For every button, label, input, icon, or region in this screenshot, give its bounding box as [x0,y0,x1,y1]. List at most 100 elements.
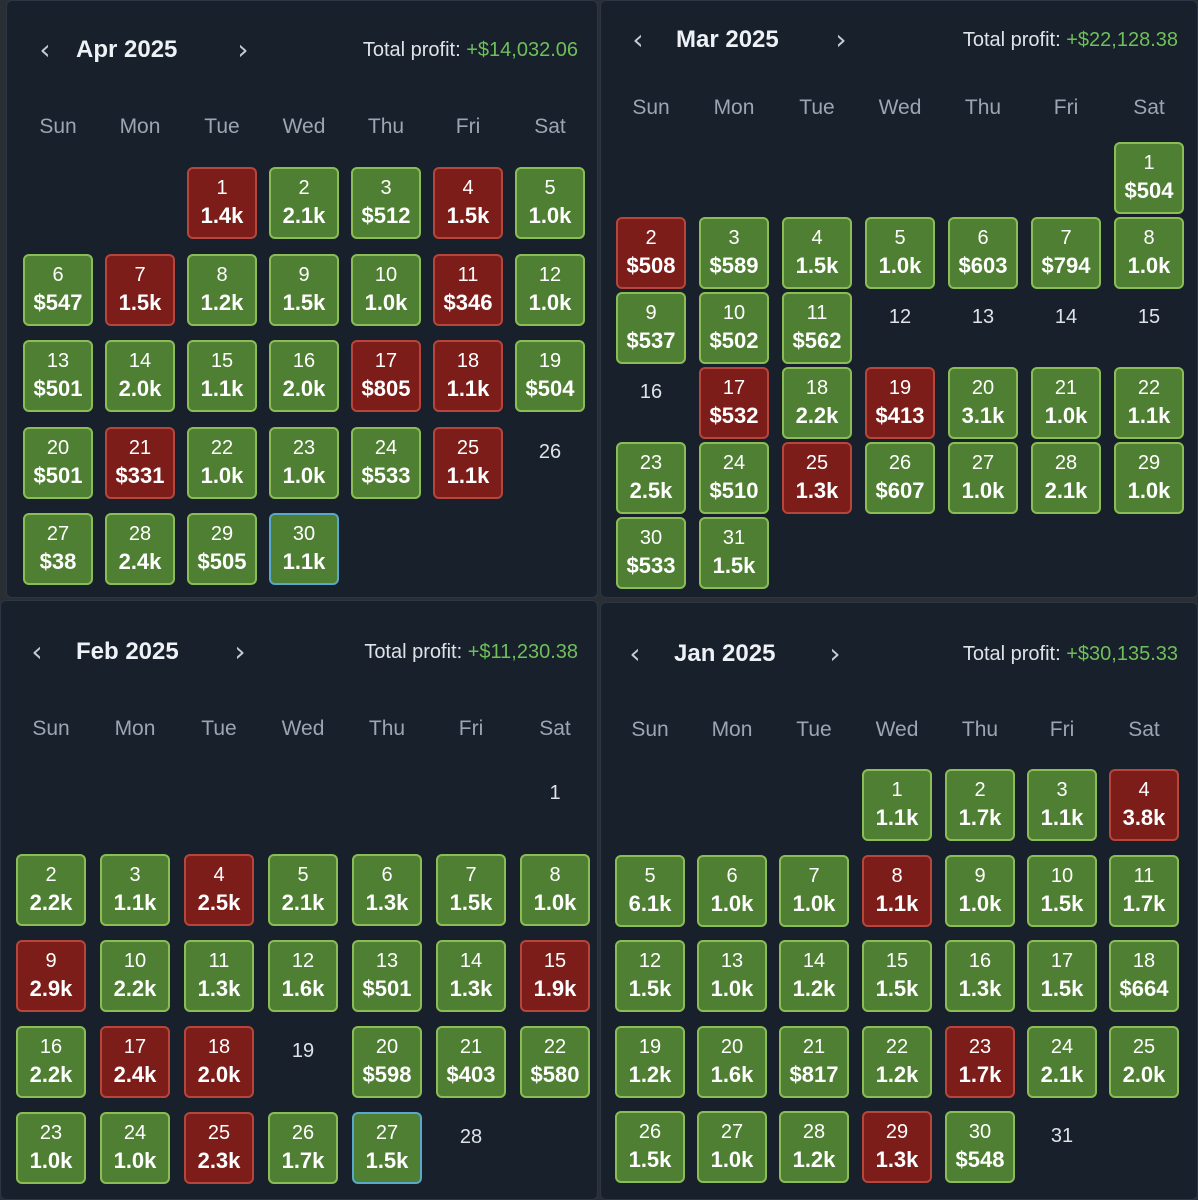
day-cell[interactable]: 6 1.3k [352,854,422,926]
day-cell[interactable]: 28 2.4k [105,513,175,585]
day-cell[interactable]: 15 1.9k [520,940,590,1012]
day-cell[interactable]: 16 1.3k [945,940,1015,1012]
day-cell[interactable]: 21 1.0k [1031,367,1101,439]
day-cell[interactable]: 11 1.7k [1109,854,1179,927]
day-cell[interactable]: 4 1.5k [433,167,503,239]
day-cell[interactable]: 27 1.5k [352,1112,422,1184]
day-cell[interactable]: 3 $589 [699,217,769,289]
day-cell[interactable]: 28 1.2k [779,1111,849,1183]
day-cell[interactable]: 1 $504 [1114,142,1184,214]
next-month-button[interactable]: › [820,634,850,674]
day-cell[interactable]: 6 $547 [23,253,93,326]
day-cell[interactable]: 23 1.7k [945,1025,1015,1098]
day-cell[interactable]: 5 1.0k [865,217,935,289]
day-cell[interactable]: 20 1.6k [697,1025,767,1098]
day-cell[interactable]: 19 $504 [515,340,585,412]
day-cell[interactable]: 22 1.1k [1114,367,1184,439]
day-cell[interactable]: 28 2.1k [1031,442,1101,514]
day-cell[interactable]: 25 1.1k [433,426,503,499]
prev-month-button[interactable]: ‹ [623,20,653,60]
next-month-button[interactable]: › [225,632,255,672]
day-cell[interactable]: 12 1.6k [268,940,338,1012]
day-cell[interactable]: 9 1.5k [269,253,339,326]
day-cell[interactable]: 22 $580 [520,1026,590,1098]
day-cell[interactable]: 30 1.1k [269,513,339,585]
day-cell[interactable]: 7 1.5k [436,854,506,926]
day-cell[interactable]: 3 $512 [351,167,421,239]
day-cell[interactable]: 7 1.0k [779,854,849,927]
prev-month-button[interactable]: ‹ [22,632,52,672]
day-cell[interactable]: 14 1.3k [436,940,506,1012]
day-cell[interactable]: 23 1.0k [269,426,339,499]
day-cell[interactable]: 23 2.5k [616,442,686,514]
day-cell[interactable]: 26 $607 [865,442,935,514]
next-month-button[interactable]: › [228,30,258,70]
day-cell[interactable]: 29 1.0k [1114,442,1184,514]
day-cell[interactable]: 20 $598 [352,1026,422,1098]
day-cell[interactable]: 21 $403 [436,1026,506,1098]
day-cell[interactable]: 15 1.1k [187,340,257,412]
day-cell[interactable]: 12 1.0k [515,253,585,326]
day-cell[interactable]: 1 1.4k [187,167,257,239]
day-cell[interactable]: 5 1.0k [515,167,585,239]
day-cell[interactable]: 16 2.0k [269,340,339,412]
day-cell[interactable]: 3 1.1k [1027,769,1097,841]
next-month-button[interactable]: › [826,20,856,60]
day-cell[interactable]: 9 2.9k [16,940,86,1012]
day-cell[interactable]: 19 $413 [865,367,935,439]
day-cell[interactable]: 5 6.1k [615,854,685,927]
day-cell[interactable]: 29 1.3k [862,1111,932,1183]
day-cell[interactable]: 5 2.1k [268,854,338,926]
day-cell[interactable]: 7 1.5k [105,253,175,326]
day-cell[interactable]: 25 2.0k [1109,1025,1179,1098]
day-cell[interactable]: 24 $533 [351,426,421,499]
day-cell[interactable]: 30 $533 [616,517,686,589]
day-cell[interactable]: 4 2.5k [184,854,254,926]
day-cell[interactable]: 13 $501 [352,940,422,1012]
day-cell[interactable]: 4 3.8k [1109,769,1179,841]
day-cell[interactable]: 9 1.0k [945,854,1015,927]
day-cell[interactable]: 21 $817 [779,1025,849,1098]
day-cell[interactable]: 4 1.5k [782,217,852,289]
day-cell[interactable]: 6 1.0k [697,854,767,927]
day-cell[interactable]: 3 1.1k [100,854,170,926]
day-cell[interactable]: 30 $548 [945,1111,1015,1183]
day-cell[interactable]: 10 $502 [699,292,769,364]
day-cell[interactable]: 2 2.2k [16,854,86,926]
day-cell[interactable]: 17 2.4k [100,1026,170,1098]
day-cell[interactable]: 14 2.0k [105,340,175,412]
day-cell[interactable]: 11 $562 [782,292,852,364]
day-cell[interactable]: 14 1.2k [779,940,849,1012]
day-cell[interactable]: 8 1.0k [520,854,590,926]
day-cell[interactable]: 12 1.5k [615,940,685,1012]
day-cell[interactable]: 24 2.1k [1027,1025,1097,1098]
day-cell[interactable]: 19 1.2k [615,1025,685,1098]
day-cell[interactable]: 25 1.3k [782,442,852,514]
day-cell[interactable]: 29 $505 [187,513,257,585]
day-cell[interactable]: 24 1.0k [100,1112,170,1184]
day-cell[interactable]: 17 $805 [351,340,421,412]
day-cell[interactable]: 10 2.2k [100,940,170,1012]
day-cell[interactable]: 27 1.0k [948,442,1018,514]
day-cell[interactable]: 16 2.2k [16,1026,86,1098]
day-cell[interactable]: 18 2.2k [782,367,852,439]
day-cell[interactable]: 7 $794 [1031,217,1101,289]
day-cell[interactable]: 10 1.0k [351,253,421,326]
day-cell[interactable]: 27 1.0k [697,1111,767,1183]
day-cell[interactable]: 17 1.5k [1027,940,1097,1012]
day-cell[interactable]: 13 $501 [23,340,93,412]
day-cell[interactable]: 23 1.0k [16,1112,86,1184]
day-cell[interactable]: 18 2.0k [184,1026,254,1098]
day-cell[interactable]: 17 $532 [699,367,769,439]
day-cell[interactable]: 24 $510 [699,442,769,514]
prev-month-button[interactable]: ‹ [620,634,650,674]
day-cell[interactable]: 27 $38 [23,513,93,585]
day-cell[interactable]: 21 $331 [105,426,175,499]
day-cell[interactable]: 18 $664 [1109,940,1179,1012]
day-cell[interactable]: 22 1.0k [187,426,257,499]
day-cell[interactable]: 9 $537 [616,292,686,364]
day-cell[interactable]: 1 1.1k [862,769,932,841]
day-cell[interactable]: 15 1.5k [862,940,932,1012]
day-cell[interactable]: 6 $603 [948,217,1018,289]
prev-month-button[interactable]: ‹ [30,30,60,70]
